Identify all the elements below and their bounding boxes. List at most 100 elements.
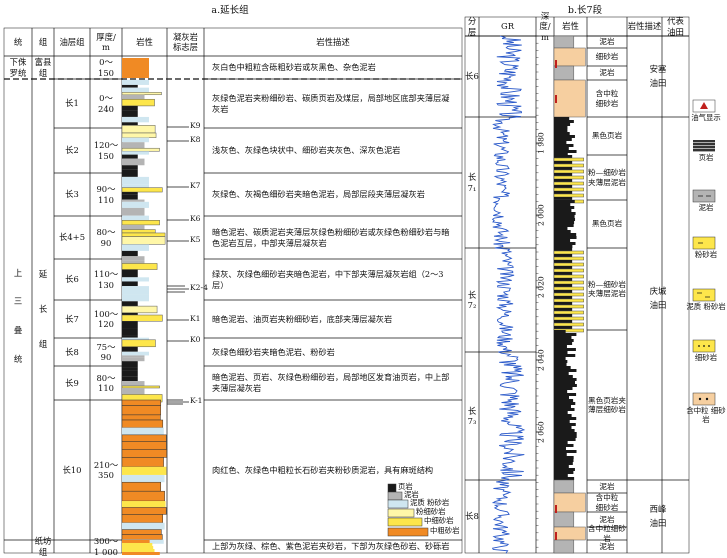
- rock-band: [122, 142, 145, 149]
- rock-band: [122, 474, 165, 483]
- rock-band: [554, 161, 573, 164]
- rock-band: [121, 232, 166, 237]
- rock-band: [121, 132, 157, 138]
- legend-label: 含中粒 细砂岩: [686, 406, 726, 424]
- legend-dot: [708, 345, 710, 347]
- rock-band: [553, 479, 575, 494]
- left-header-3: 厚度/ m: [96, 31, 116, 53]
- rock-band: [122, 294, 149, 302]
- rock-band: [121, 314, 163, 322]
- stratum-label: 长8: [465, 511, 479, 522]
- legend-swatch: [692, 288, 716, 302]
- rock-band: [554, 342, 573, 345]
- rock-band: [122, 355, 145, 358]
- rock-band: [554, 420, 570, 423]
- gr-curve: [491, 35, 526, 554]
- rock-band: [554, 227, 568, 230]
- rock-band: [553, 280, 584, 285]
- marker-K9: K9: [190, 121, 201, 130]
- layer-thickness: 300～ 1 000: [93, 536, 119, 557]
- rock-band: [553, 169, 584, 174]
- layer-description: 灰绿色细砂岩夹暗色泥岩、粉砂岩: [212, 346, 335, 357]
- rock-band: [553, 511, 575, 528]
- legend-swatch: [387, 508, 415, 518]
- rock-band: [122, 260, 145, 264]
- rock-band: [554, 345, 567, 348]
- rock-band: [121, 449, 168, 458]
- rock-band: [554, 245, 573, 248]
- rock-band: [122, 94, 145, 100]
- rock-band: [554, 179, 573, 182]
- layer-description: 灰绿色、灰褐色细砂岩夹暗色泥岩，局部层段夹薄层凝灰岩: [212, 189, 425, 200]
- rock-band: [554, 236, 577, 239]
- rock-band: [554, 248, 573, 251]
- rock-band: [553, 274, 584, 279]
- rock-band: [554, 185, 573, 188]
- legend-label: 中细砂岩: [424, 516, 454, 525]
- layer-thickness: 210～ 350: [93, 459, 119, 481]
- rock-band: [122, 194, 138, 200]
- rock-band: [554, 474, 568, 477]
- legend-swatch: [693, 149, 715, 152]
- legend-label: 泥质 粉砂岩: [686, 302, 726, 311]
- right-header-0: 分 层: [467, 16, 477, 37]
- legend-swatch: [693, 146, 715, 149]
- legend-label: 粉细砂岩: [416, 507, 446, 516]
- rock-band: [122, 501, 166, 508]
- rock-band: [121, 236, 166, 245]
- rock-band: [121, 441, 167, 450]
- rock-band: [122, 357, 145, 362]
- rock-band: [554, 339, 574, 342]
- layer-description: 浅灰色、灰绿色块状中、细砂岩夹灰色、深灰色泥岩: [212, 145, 401, 156]
- legend-label: 页岩: [398, 482, 413, 491]
- series-lower-jurassic: 下侏 罗统: [9, 57, 27, 78]
- rock-band: [554, 399, 574, 402]
- layer-thickness: 0～ 150: [98, 57, 114, 78]
- rock-band: [122, 192, 138, 195]
- rock-band: [554, 203, 571, 206]
- rock-band: [122, 346, 138, 352]
- rock-band: [554, 465, 569, 468]
- marker-K7: K7: [190, 181, 201, 190]
- layer-thickness: 90～ 110: [96, 184, 116, 205]
- rock-band: [554, 200, 575, 203]
- layer-description: 灰绿色泥岩夹粉细砂岩、碳质页岩及煤层，局部地区底部夹薄层凝灰岩: [212, 92, 450, 114]
- stratum-label: 长7₂: [467, 289, 477, 311]
- rock-band: [553, 35, 575, 49]
- layer-name: 长6: [65, 274, 79, 285]
- layer-name: 长1: [65, 98, 79, 109]
- rock-band: [553, 268, 584, 273]
- rock-band: [121, 147, 160, 152]
- layer-description: 灰白色中粗粒含砾粗砂岩或灰黑色、杂色泥岩: [212, 62, 376, 73]
- layer-name: 长10: [62, 464, 82, 475]
- rock-band: [554, 123, 571, 126]
- rock-band: [553, 65, 575, 81]
- depth-label: 2 000: [536, 204, 546, 226]
- rock-band: [121, 490, 165, 502]
- rock-description: 含中粒 细砂岩: [595, 89, 619, 108]
- rock-band: [554, 260, 573, 263]
- rock-band: [122, 301, 138, 307]
- rock-band: [554, 266, 573, 269]
- rock-band: [554, 447, 566, 450]
- legend-label: 页岩: [698, 153, 714, 162]
- layer-thickness: 75～ 90: [96, 341, 116, 363]
- rock-description: 含中粒细砂岩: [588, 524, 626, 543]
- formation-yanchang: 延 长 组: [38, 268, 48, 350]
- rock-band: [554, 381, 576, 384]
- rock-band: [122, 543, 153, 546]
- rock-band: [122, 361, 138, 368]
- oil-show-mark: [555, 532, 557, 540]
- rock-band: [121, 92, 162, 96]
- rock-band: [554, 414, 572, 417]
- rock-band: [122, 269, 138, 278]
- rock-band: [554, 462, 573, 465]
- rock-band: [553, 310, 584, 315]
- rock-band: [554, 132, 570, 135]
- rock-band: [121, 507, 167, 515]
- legend-swatch: [693, 140, 715, 143]
- rock-band: [121, 399, 162, 406]
- rock-band: [554, 360, 568, 363]
- rock-band: [121, 339, 156, 348]
- rock-band: [121, 434, 167, 442]
